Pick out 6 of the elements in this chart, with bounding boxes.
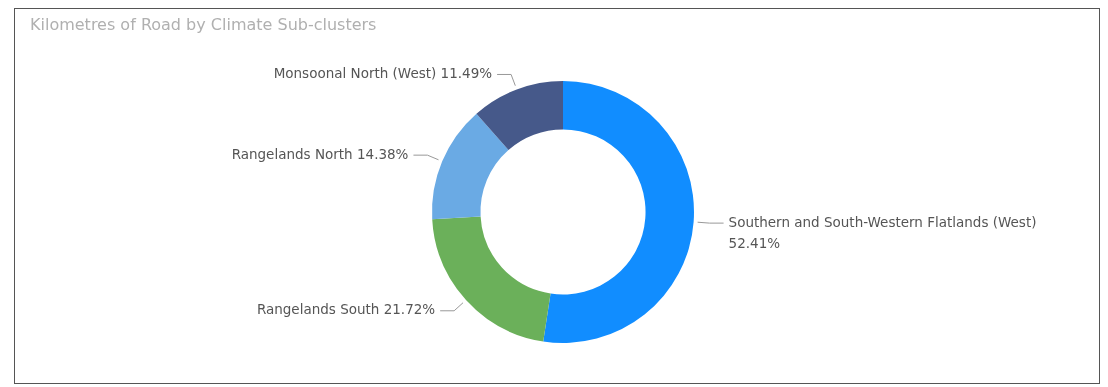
slice-label: Rangelands South 21.72% — [256, 301, 436, 318]
slice-label: Southern and South-Western Flatlands (West) — [728, 213, 1037, 230]
data-label: 52.41% — [728, 234, 781, 251]
chart-title: Kilometres of Road by Climate Sub-clusters — [30, 15, 377, 35]
slice-label: Monsoonal North (West) 11.49% — [273, 64, 493, 81]
slice-label: Rangelands North 14.38% — [231, 145, 409, 162]
